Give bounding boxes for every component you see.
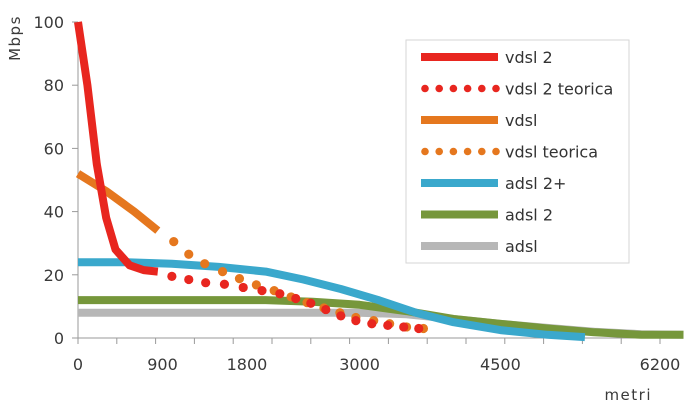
legend: vdsl 2 vdsl 2 teorica vdsl vdsl teorica adsl… <box>405 39 630 264</box>
series-vdsl <box>75 170 161 234</box>
data-point <box>234 273 245 284</box>
legend-swatch-dot <box>492 84 500 93</box>
series-line <box>75 170 161 234</box>
series-layer <box>74 21 684 342</box>
legend-swatch-dot <box>421 84 429 93</box>
series-line <box>78 296 684 339</box>
data-point <box>367 319 377 329</box>
legend-item-vdsl-2-teorica: vdsl 2 teorica <box>421 80 613 99</box>
legend-box <box>405 39 630 264</box>
y-tick-label: 100 <box>33 13 64 32</box>
legend-label: adsl 2 <box>505 206 553 225</box>
y-tick-label: 40 <box>44 203 64 222</box>
legend-swatch-dot <box>478 84 486 93</box>
axes: 0 20 40 60 80 100 0 900 1800 3000 4500 6200 <box>33 13 680 374</box>
data-point <box>306 298 316 308</box>
data-point <box>184 274 194 285</box>
legend-label: vdsl 2 teorica <box>505 80 613 99</box>
data-point <box>251 280 261 290</box>
data-point <box>217 267 228 277</box>
legend-swatch-dot <box>463 84 472 93</box>
data-point <box>351 316 361 326</box>
legend-swatch-dot <box>421 147 429 156</box>
legend-label: vdsl teorica <box>505 143 598 162</box>
series-adsl-2 <box>78 258 586 342</box>
series-vdsl-2 <box>74 21 159 276</box>
legend-swatch-dot <box>435 84 444 93</box>
y-axis-title: Mbps <box>6 15 24 61</box>
series-vdsl-2-teorica <box>167 271 424 334</box>
data-point <box>257 286 267 296</box>
legend-item-adsl-2: adsl 2+ <box>421 174 566 193</box>
legend-label: vdsl 2 <box>505 48 553 67</box>
data-point <box>200 259 210 269</box>
legend-label: adsl <box>505 237 538 256</box>
x-tick-label: 6200 <box>640 355 681 374</box>
data-point <box>238 282 248 293</box>
x-tick-label: 4500 <box>480 355 521 374</box>
data-point <box>291 293 301 304</box>
series-line <box>78 258 586 342</box>
legend-swatch-dot <box>463 147 472 156</box>
data-point <box>201 278 211 288</box>
data-point <box>336 311 346 321</box>
data-point <box>383 320 393 330</box>
data-point <box>414 323 424 334</box>
legend-swatch-dot <box>449 147 458 156</box>
series-line <box>74 21 159 276</box>
legend-label: adsl 2+ <box>505 174 566 193</box>
y-tick-label: 0 <box>54 329 64 348</box>
legend-item-adsl-2: adsl 2 <box>421 206 553 225</box>
data-point <box>275 289 285 299</box>
x-tick-label: 1800 <box>227 355 268 374</box>
legend-item-vdsl: vdsl <box>421 111 537 130</box>
data-point <box>184 249 194 259</box>
data-point <box>167 271 177 281</box>
y-tick-label: 60 <box>44 139 64 158</box>
data-point <box>321 304 331 315</box>
y-tick-label: 80 <box>44 76 64 95</box>
x-tick-label: 900 <box>147 355 178 374</box>
legend-item-adsl: adsl <box>421 237 538 256</box>
legend-item-vdsl-2: vdsl 2 <box>421 48 553 67</box>
data-point <box>399 322 409 332</box>
x-tick-label: 0 <box>73 355 83 374</box>
data-point <box>169 237 179 247</box>
x-tick-label: 3000 <box>339 355 380 374</box>
legend-swatch-dot <box>492 147 500 156</box>
legend-swatch-dot <box>478 147 486 156</box>
y-tick-label: 20 <box>44 266 64 285</box>
legend-swatch-dot <box>449 84 458 93</box>
legend-label: vdsl <box>505 111 537 130</box>
data-point <box>219 279 230 289</box>
x-axis-title: metri <box>604 386 652 404</box>
legend-item-vdsl-teorica: vdsl teorica <box>421 143 598 162</box>
series-adsl-2 <box>78 296 684 339</box>
legend-swatch-dot <box>435 147 444 156</box>
